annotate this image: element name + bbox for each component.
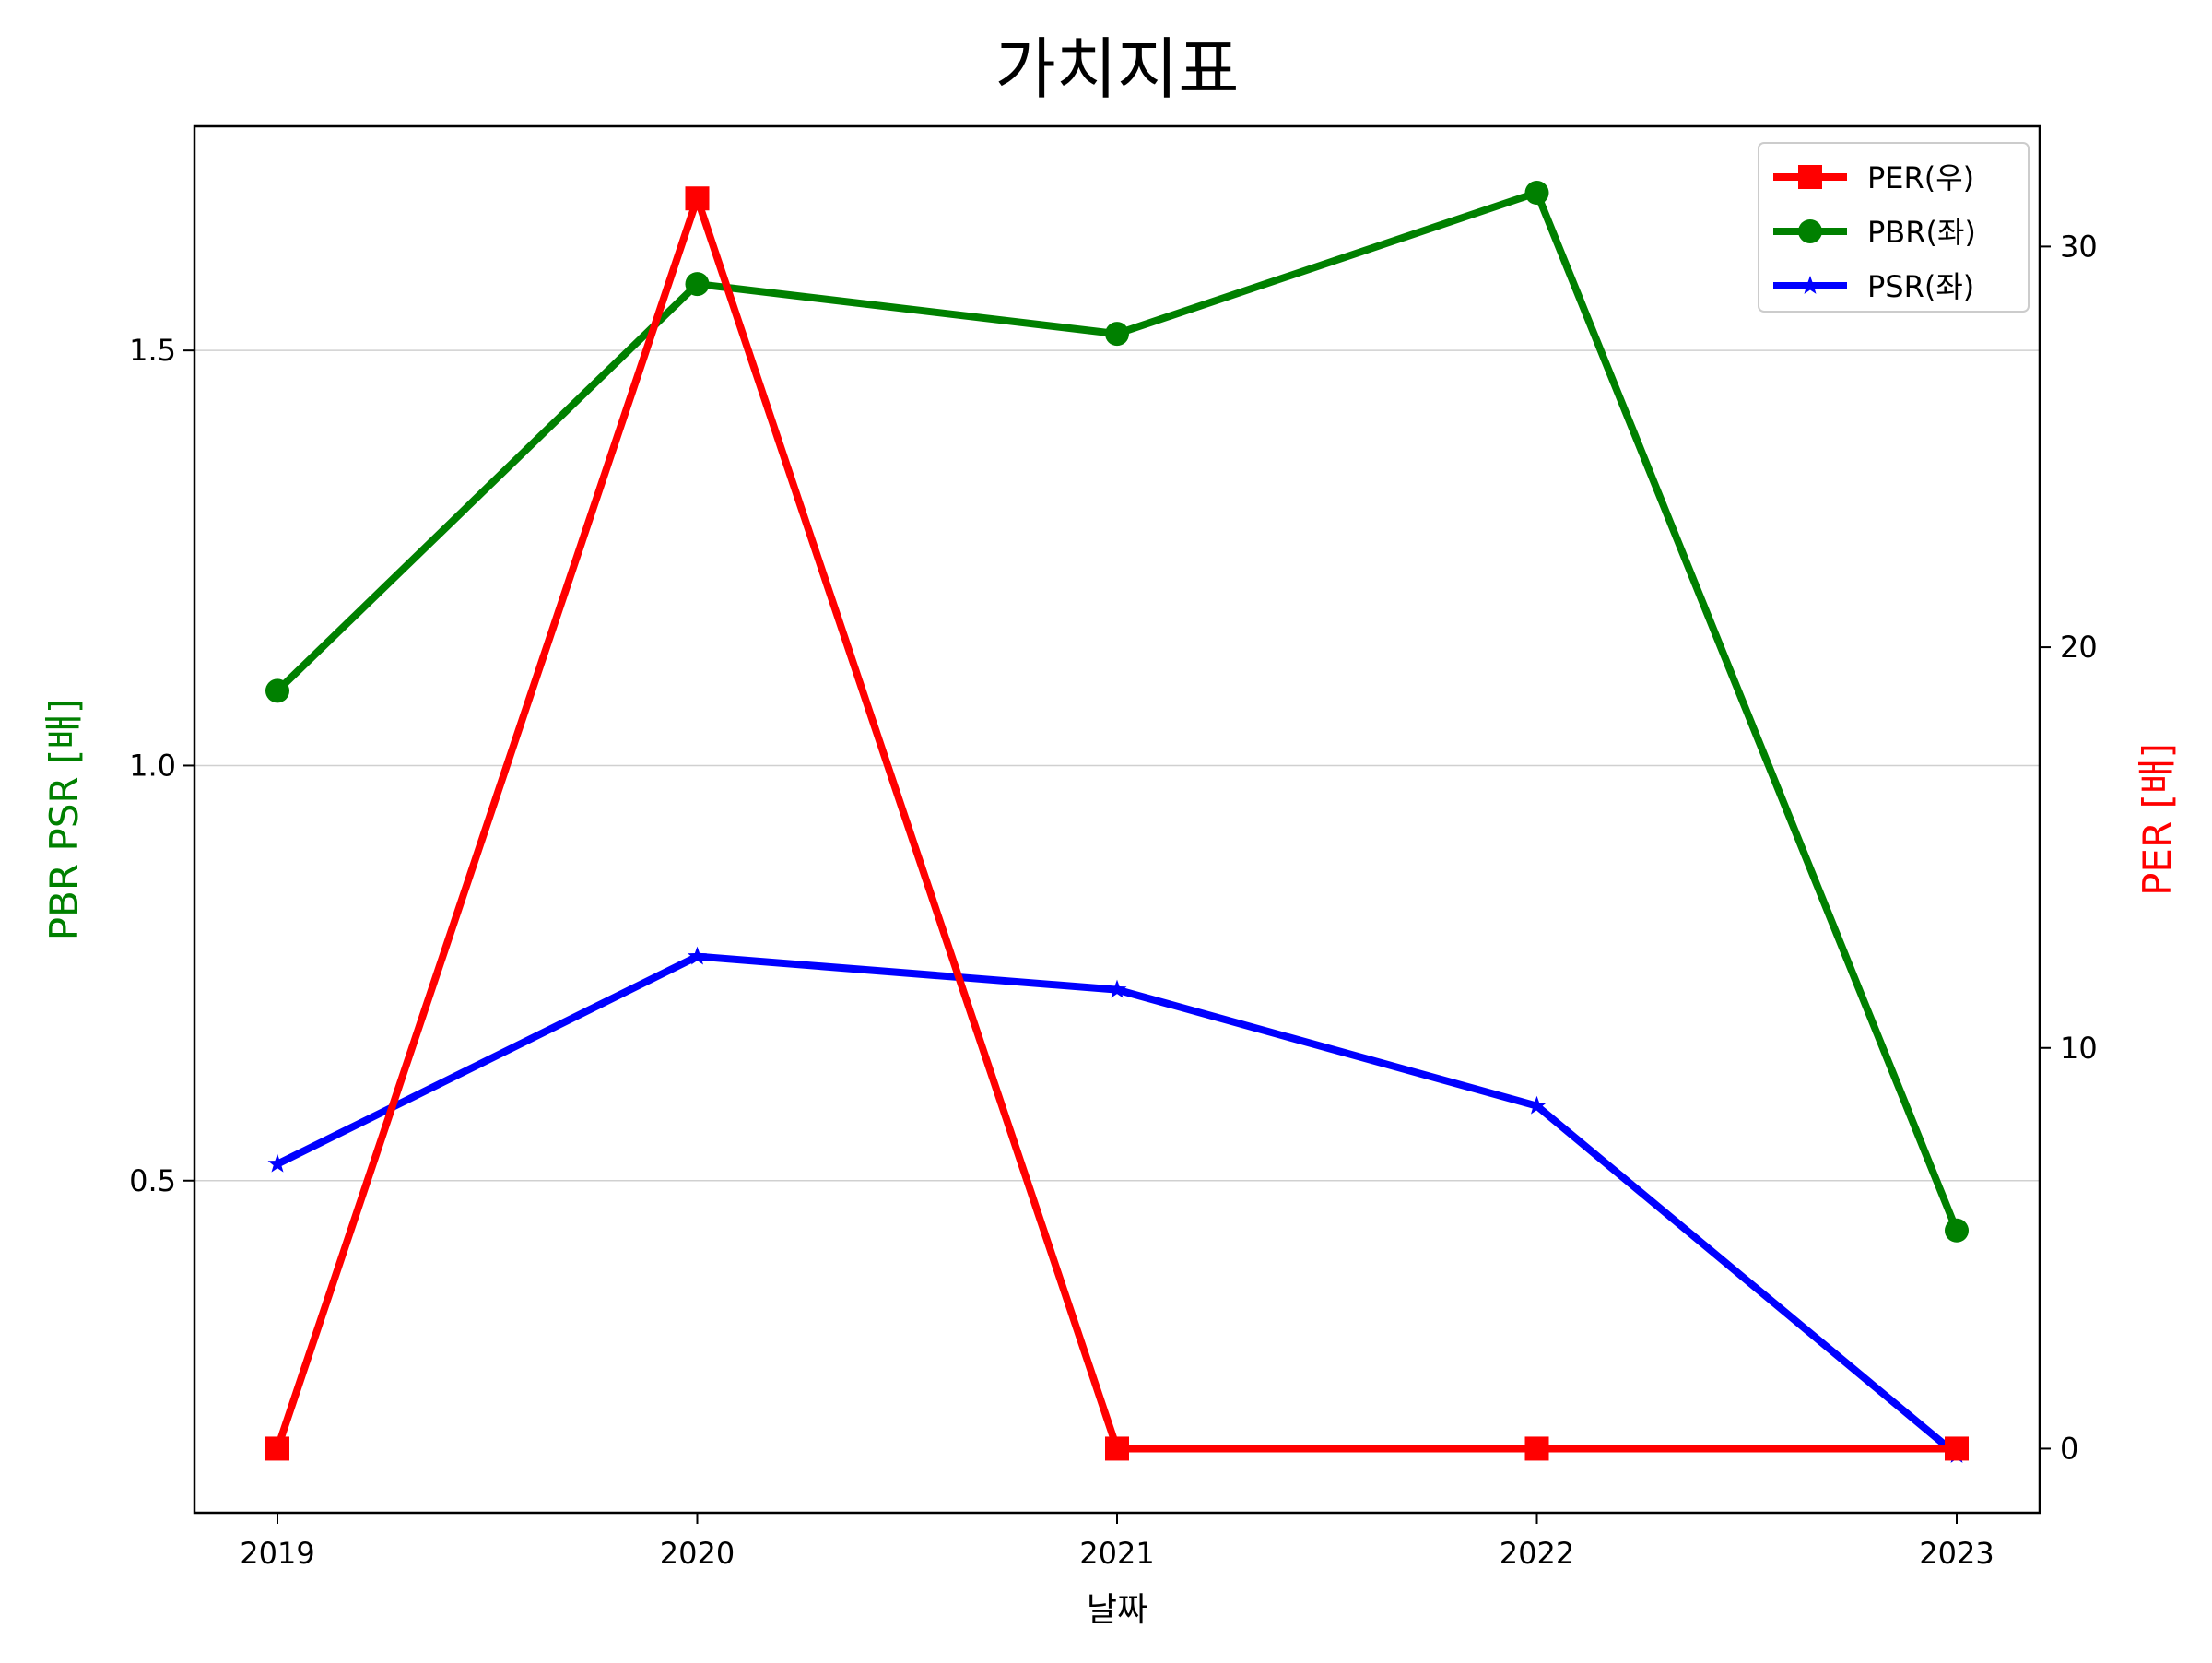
data-point-psr	[688, 946, 707, 965]
y-right-tick-label: 10	[2060, 1031, 2098, 1066]
legend-label-psr: PSR(좌)	[1867, 269, 1974, 304]
series-line-psr	[276, 952, 1959, 1458]
data-point-per	[1105, 1436, 1129, 1461]
x-axis-label: 날짜	[1087, 1591, 1147, 1629]
y-left-axis-label: PBR PSR [배]	[41, 699, 87, 941]
data-point-psr	[267, 1153, 288, 1173]
data-point-per	[1524, 1436, 1549, 1461]
data-point-pbr	[1945, 1218, 1969, 1243]
data-point-pbr	[265, 678, 289, 703]
data-point-pbr	[1524, 181, 1549, 206]
data-point-psr	[1527, 1095, 1547, 1115]
data-point-psr	[1107, 979, 1127, 998]
data-point-pbr	[1105, 322, 1129, 347]
x-tick-label: 2019	[240, 1536, 314, 1571]
y-right-tick-label: 20	[2060, 630, 2098, 665]
plot-frame	[193, 124, 2041, 1515]
x-tick-label: 2023	[1919, 1536, 1994, 1571]
y-left-tick-label: 0.5	[129, 1163, 176, 1198]
x-tick-label: 2020	[660, 1536, 735, 1571]
y-right-tick-label: 30	[2060, 229, 2098, 264]
y-right-tick-label: 0	[2060, 1431, 2078, 1466]
x-tick-label: 2022	[1500, 1536, 1574, 1571]
x-tick-label: 2021	[1079, 1536, 1154, 1571]
data-point-per	[1945, 1436, 1969, 1461]
legend-marker-per	[1798, 165, 1822, 189]
chart-title: 가치지표	[995, 30, 1240, 108]
legend-box	[1758, 142, 2030, 313]
series-line-pbr	[275, 189, 1960, 1233]
legend-label-pbr: PBR(좌)	[1867, 215, 1976, 250]
y-left-tick-label: 1.5	[129, 333, 176, 368]
legend-marker-pbr	[1798, 219, 1822, 243]
legend-label-per: PER(우)	[1867, 160, 1974, 195]
data-point-per	[265, 1436, 289, 1461]
data-point-pbr	[685, 272, 710, 297]
data-point-per	[685, 186, 710, 211]
series-line-per	[274, 195, 1957, 1453]
y-right-axis-label: PER [배]	[2135, 743, 2180, 896]
y-left-tick-label: 1.0	[129, 748, 176, 783]
legend-marker-psr	[1800, 276, 1820, 294]
